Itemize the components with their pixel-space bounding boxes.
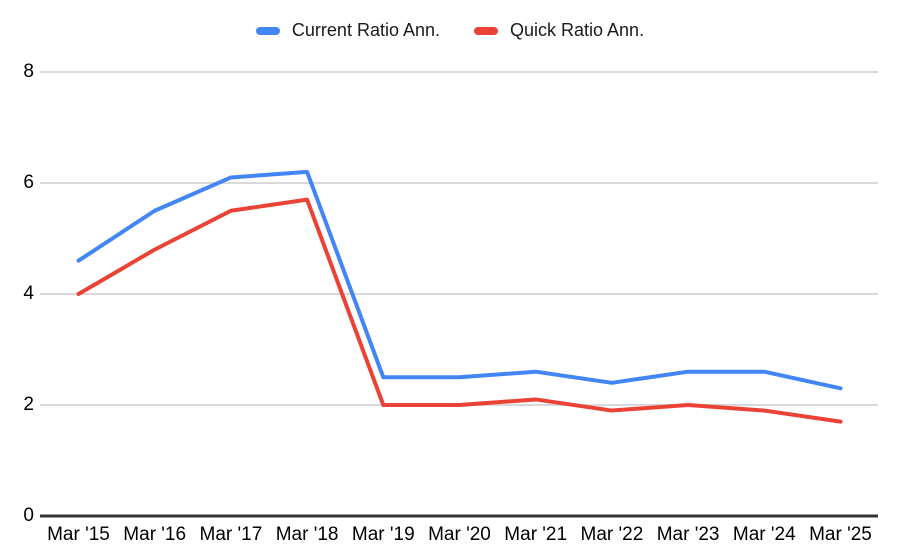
x-tick-label-mar-16: Mar '16 bbox=[123, 524, 187, 545]
quick-ratio-swatch-icon bbox=[474, 26, 498, 35]
y-tick-label-8: 8 bbox=[23, 61, 34, 82]
y-tick-label-4: 4 bbox=[23, 283, 34, 304]
x-tick-label-mar-24: Mar '24 bbox=[732, 524, 796, 545]
current-ratio-swatch-icon bbox=[255, 26, 280, 35]
x-tick-label-mar-22: Mar '22 bbox=[580, 524, 644, 545]
series-line-quick-ratio-ann[interactable] bbox=[76, 197, 843, 424]
legend-label-current-ratio: Current Ratio Ann. bbox=[291, 20, 440, 40]
legend-item-quick-ratio[interactable]: Quick Ratio Ann. bbox=[474, 20, 644, 41]
x-tick-label-mar-25: Mar '25 bbox=[809, 524, 872, 545]
x-tick-label-mar-20: Mar '20 bbox=[428, 524, 491, 545]
x-tick-label-mar-19: Mar '19 bbox=[351, 524, 415, 545]
x-tick-label-mar-21: Mar '21 bbox=[504, 524, 568, 545]
legend-item-current-ratio[interactable]: Current Ratio Ann. bbox=[255, 20, 440, 41]
chart-legend: Current Ratio Ann. Quick Ratio Ann. bbox=[0, 20, 900, 41]
legend-label-quick-ratio: Quick Ratio Ann. bbox=[510, 20, 645, 40]
x-tick-label-mar-23: Mar '23 bbox=[656, 524, 720, 545]
y-tick-label-2: 2 bbox=[23, 394, 34, 415]
x-tick-label-mar-15: Mar '15 bbox=[47, 524, 110, 545]
x-tick-label-mar-18: Mar '18 bbox=[275, 524, 339, 545]
y-tick-label-6: 6 bbox=[23, 172, 34, 193]
series-line-current-ratio-ann[interactable] bbox=[76, 169, 843, 391]
y-tick-label-0: 0 bbox=[23, 505, 34, 526]
x-tick-label-mar-17: Mar '17 bbox=[199, 524, 263, 545]
